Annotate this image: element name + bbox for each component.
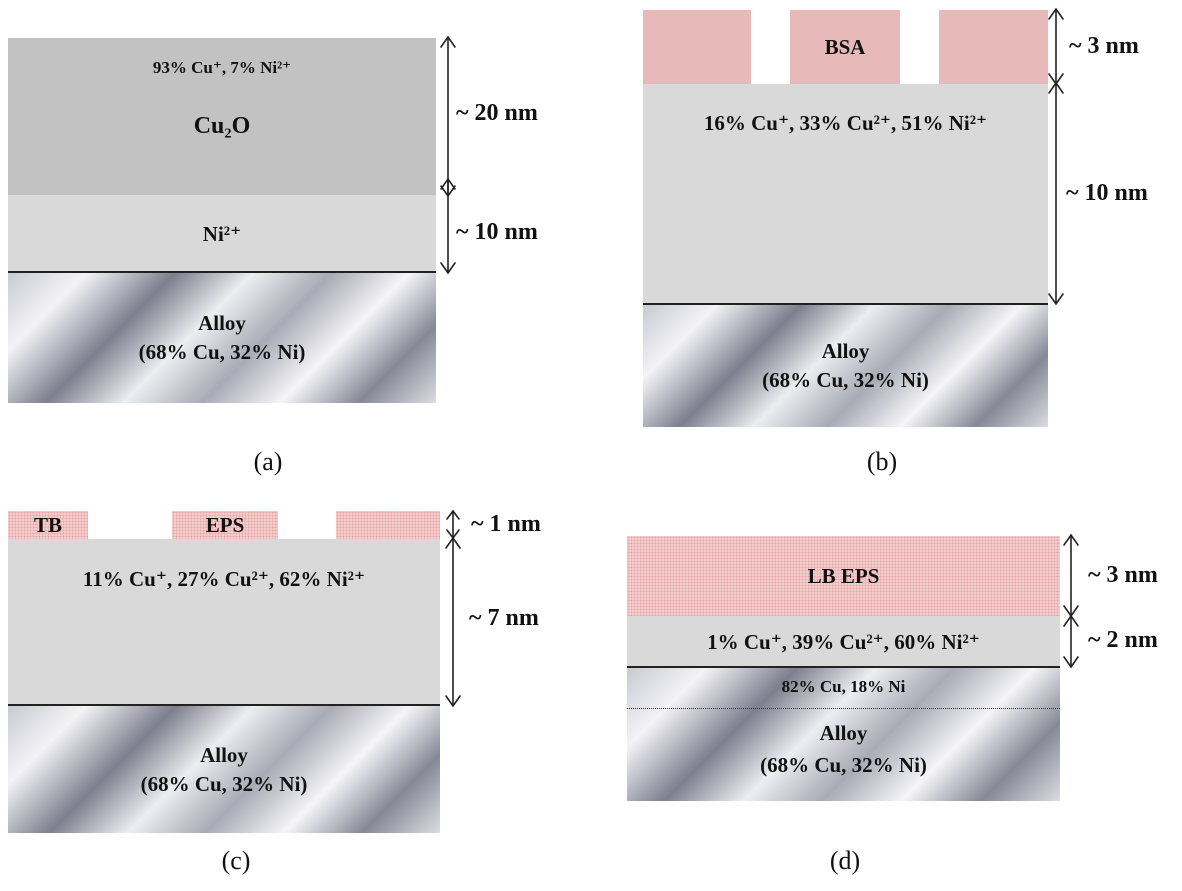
tb-eps-block: EPS [172,511,278,539]
thickness-label: ~ 3 nm [1088,562,1158,588]
thickness-label: ~ 10 nm [1066,180,1148,206]
oxide-composition: 16% Cu⁺, 33% Cu²⁺, 51% Ni²⁺ [703,111,988,135]
thickness-label: ~ 2 nm [1088,627,1158,653]
enrichment-boundary [627,708,1060,709]
mixed-oxide-layer: 1% Cu⁺, 39% Cu²⁺, 60% Ni²⁺ [627,616,1060,667]
ni-layer: Ni²⁺ [8,195,436,272]
mixed-oxide-layer: 11% Cu⁺, 27% Cu²⁺, 62% Ni²⁺ [8,539,440,705]
double-arrow-icon [1048,7,1064,86]
cu2o-layer: 93% Cu⁺, 7% Ni²⁺ Cu₂O [8,38,436,195]
tb-eps-block [336,511,440,539]
enriched-layer-composition: 82% Cu, 18% Ni [781,677,906,696]
alloy-label: Alloy [821,339,870,363]
alloy-substrate: Alloy (68% Cu, 32% Ni) [643,305,1048,427]
alloy-substrate: Alloy (68% Cu, 32% Ni) [8,706,440,833]
double-arrow-icon [446,509,460,540]
tb-label: TB [33,512,62,537]
alloy-substrate: Alloy (68% Cu, 32% Ni) [8,273,436,403]
panel-caption: (b) [866,447,898,476]
bsa-block [939,10,1048,84]
cu2o-label: Cu₂O [193,113,251,139]
double-arrow-icon [445,536,461,708]
alloy-composition: (68% Cu, 32% Ni) [762,368,929,392]
bsa-label: BSA [824,34,866,59]
thickness-label: ~ 20 nm [456,100,538,126]
mixed-oxide-layer: 16% Cu⁺, 33% Cu²⁺, 51% Ni²⁺ [643,84,1048,304]
alloy-composition: (68% Cu, 32% Ni) [140,771,308,796]
thickness-label: ~ 1 nm [471,511,541,537]
interface-line [627,666,1060,668]
thickness-label: ~ 3 nm [1069,33,1139,59]
cu2o-composition: 93% Cu⁺, 7% Ni²⁺ [152,58,292,77]
lb-eps-label: LB EPS [807,563,880,588]
oxide-composition: 1% Cu⁺, 39% Cu²⁺, 60% Ni²⁺ [707,629,980,654]
lb-eps-layer: LB EPS [627,536,1060,616]
double-arrow-icon [1063,614,1079,669]
double-arrow-icon [440,35,456,198]
alloy-label: Alloy [819,721,868,745]
interface-line [643,303,1048,305]
panel-caption: (a) [253,447,283,476]
interface-line [8,271,436,273]
thickness-label: ~ 7 nm [469,605,539,631]
thickness-label: ~ 10 nm [456,219,538,245]
alloy-label: Alloy [200,742,248,767]
alloy-composition: (68% Cu, 32% Ni) [138,340,306,364]
panel-caption: (c) [221,846,251,875]
oxide-composition: 11% Cu⁺, 27% Cu²⁺, 62% Ni²⁺ [82,567,366,591]
interface-line [8,704,440,706]
double-arrow-icon [440,177,456,275]
bsa-block [643,10,751,84]
bsa-block: BSA [790,10,900,84]
double-arrow-icon [1048,81,1064,306]
double-arrow-icon [1063,533,1079,618]
alloy-substrate: 82% Cu, 18% Ni Alloy (68% Cu, 32% Ni) [627,668,1060,801]
tb-eps-block: TB [8,511,88,539]
ni-label: Ni²⁺ [202,221,242,246]
panel-caption: (d) [829,846,861,875]
alloy-composition: (68% Cu, 32% Ni) [760,753,927,777]
eps-label: EPS [205,512,245,537]
alloy-label: Alloy [198,311,246,335]
